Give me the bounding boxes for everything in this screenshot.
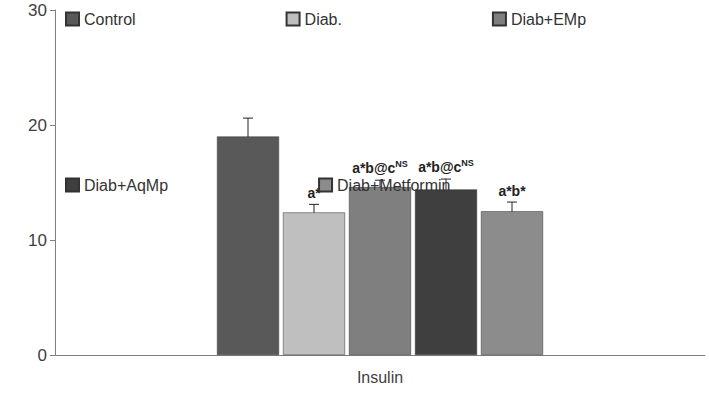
svg-text:Diab+AqMp: Diab+AqMp [84,177,168,194]
svg-text:0: 0 [38,346,47,365]
svg-text:a*b*: a*b* [498,183,526,199]
svg-text:a*b@c: a*b@c [352,160,395,176]
svg-text:Diab.: Diab. [305,11,342,28]
svg-text:Diab+Metformin: Diab+Metformin [337,177,450,194]
svg-text:30: 30 [28,1,47,20]
svg-text:a*: a* [307,185,321,202]
svg-text:NS: NS [461,158,474,168]
svg-text:Insulin: Insulin [357,369,403,386]
svg-text:a*b@c: a*b@c [418,159,461,175]
svg-text:Control: Control [84,11,136,28]
svg-text:10: 10 [28,231,47,250]
svg-text:Diab+EMp: Diab+EMp [511,11,586,28]
svg-text:20: 20 [28,116,47,135]
svg-text:NS: NS [395,159,408,169]
